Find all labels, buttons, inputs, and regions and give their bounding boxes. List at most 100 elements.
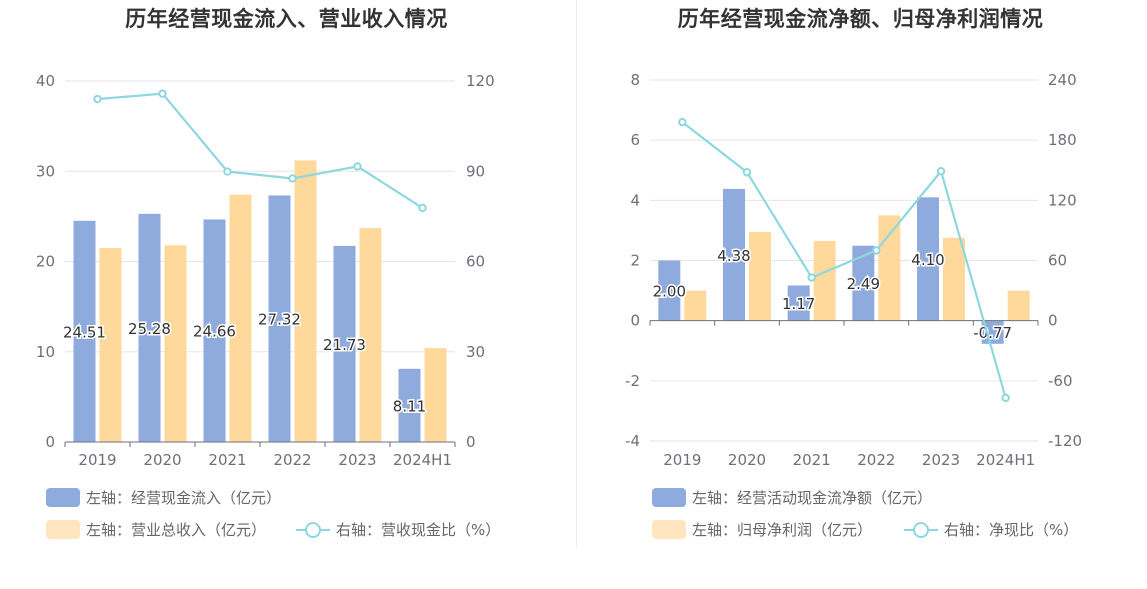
legend-swatch-blue xyxy=(46,488,80,507)
y-left-tick-label: 6 xyxy=(630,131,640,149)
bar-data-label: 24.66 xyxy=(193,323,236,341)
bar-cash-inflow xyxy=(138,213,161,442)
bar-data-label: 8.11 xyxy=(393,397,426,415)
bar-cash-inflow xyxy=(333,245,356,442)
bar-net-cash xyxy=(658,260,681,321)
legend-item-ratio[interactable]: 右轴：营收现金比（%） xyxy=(296,519,500,540)
bar-net-cash xyxy=(787,285,810,321)
y-left-tick-label: 2 xyxy=(630,252,640,270)
y-right-tick-label: 180 xyxy=(1048,131,1077,149)
bar-data-label: 2.49 xyxy=(847,275,880,293)
ratio-point xyxy=(158,89,167,98)
x-tick-label: 2021 xyxy=(793,451,831,469)
legend-swatch-blue xyxy=(652,488,686,507)
bar-cash-inflow xyxy=(73,220,96,442)
legend-item-ratio[interactable]: 右轴：净现比（%） xyxy=(904,519,1078,540)
x-tick-label: 2021 xyxy=(208,451,246,469)
legend-label: 左轴：营业总收入（亿元） xyxy=(86,521,267,539)
bar-revenue xyxy=(164,245,187,442)
ratio-point xyxy=(353,162,362,171)
ratio-point xyxy=(936,167,946,176)
ratio-point xyxy=(872,246,881,255)
y-left-tick-label: -4 xyxy=(625,432,640,450)
bar-revenue xyxy=(229,194,252,442)
x-tick-label: 2019 xyxy=(663,451,701,469)
x-tick-label: 2023 xyxy=(338,451,376,469)
bar-net-profit xyxy=(749,231,771,321)
legend-label: 左轴：经营活动现金流净额（亿元） xyxy=(692,489,933,507)
legend-swatch-yellow xyxy=(46,520,80,539)
legend-item-net-profit[interactable]: 左轴：归母净利润（亿元） xyxy=(652,519,872,540)
y-right-tick-label: -60 xyxy=(1048,372,1073,390)
bar-revenue xyxy=(99,247,122,442)
ratio-point xyxy=(678,117,687,127)
bar-net-cash xyxy=(723,188,745,321)
ratio-point xyxy=(807,273,816,282)
bar-data-label: 21.73 xyxy=(323,336,366,354)
y-right-tick-label: 120 xyxy=(1048,191,1077,209)
bar-net-profit xyxy=(878,215,901,321)
bar-data-label: 4.10 xyxy=(911,251,944,269)
ratio-line xyxy=(681,121,1007,399)
bar-net-profit xyxy=(684,290,707,321)
y-left-tick-label: 0 xyxy=(45,433,55,451)
y-right-tick-label: 0 xyxy=(466,433,476,451)
bar-net-profit xyxy=(943,237,965,321)
bar-cash-inflow xyxy=(398,368,421,442)
legend-item-revenue[interactable]: 左轴：营业总收入（亿元） xyxy=(46,519,266,540)
ratio-point xyxy=(418,203,427,213)
y-left-tick-label: 20 xyxy=(36,253,55,271)
chart-cashflow-revenue: 0 0 10 30 20 60 30 90 40 120 2019 2020 2021 2022 2023 2… xyxy=(36,72,495,469)
bar-cash-inflow xyxy=(203,219,226,442)
legend-label: 左轴：经营现金流入（亿元） xyxy=(86,489,282,507)
ratio-point xyxy=(93,94,102,104)
legend-line-marker-icon xyxy=(296,520,330,539)
x-tick-label: 2023 xyxy=(922,451,960,469)
legend-item-cash-inflow[interactable]: 左轴：经营现金流入（亿元） xyxy=(46,487,281,508)
ratio-point xyxy=(742,168,752,177)
y-left-tick-label: 0 xyxy=(630,312,640,330)
bar-net-cash xyxy=(917,197,939,321)
chart-panel-netcash-profit: 历年经营现金流净额、归母净利润情况 -4 -120 -2 -60 0 0 2 60 4 120 6 1… xyxy=(574,0,1147,589)
bar-data-label: 2.00 xyxy=(653,283,686,301)
x-tick-label: 2020 xyxy=(728,451,766,469)
y-right-tick-label: 0 xyxy=(1048,312,1058,330)
y-left-tick-label: 10 xyxy=(36,343,55,361)
bar-data-label: 24.51 xyxy=(63,323,106,341)
bar-revenue xyxy=(424,348,447,442)
chart-netcash-profit: -4 -120 -2 -60 0 0 2 60 4 120 6 180 8 240 2019 2020 2021… xyxy=(625,71,1082,469)
bar-net-profit xyxy=(1007,290,1030,321)
y-right-tick-label: 120 xyxy=(466,72,495,90)
y-right-tick-label: 90 xyxy=(466,162,485,180)
y-left-tick-label: 8 xyxy=(630,71,640,89)
y-left-tick-label: 4 xyxy=(630,191,640,209)
panel-divider xyxy=(576,0,577,548)
chart-title: 历年经营现金流净额、归母净利润情况 xyxy=(677,7,1044,31)
ratio-line xyxy=(97,92,424,209)
chart-title: 历年经营现金流入、营业收入情况 xyxy=(125,7,448,31)
legend-label: 右轴：净现比（%） xyxy=(944,521,1079,539)
bar-net-profit xyxy=(813,240,836,321)
y-right-tick-label: 60 xyxy=(466,253,485,271)
y-left-tick-label: 40 xyxy=(36,72,55,90)
y-left-tick-label: 30 xyxy=(36,162,55,180)
chart-panel-cashflow-revenue: 历年经营现金流入、营业收入情况 0 0 10 30 20 60 30 90 40 120 2019 2… xyxy=(0,0,573,589)
y-right-tick-label: 30 xyxy=(466,343,485,361)
legend-line-marker-icon xyxy=(904,520,938,539)
x-tick-label: 2024H1 xyxy=(393,451,452,469)
bar-data-label: 27.32 xyxy=(258,311,301,329)
legend-label: 左轴：归母净利润（亿元） xyxy=(692,521,873,539)
x-tick-label: 2020 xyxy=(143,451,181,469)
x-tick-label: 2022 xyxy=(273,451,311,469)
x-tick-label: 2022 xyxy=(857,451,895,469)
legend-swatch-yellow xyxy=(652,520,686,539)
legend-label: 右轴：营收现金比（%） xyxy=(336,521,501,539)
bar-cash-inflow xyxy=(268,195,291,442)
bar-net-cash xyxy=(852,245,875,321)
bar-data-label: -0.77 xyxy=(973,324,1012,342)
bar-net-cash xyxy=(981,320,1004,344)
legend-item-net-cash[interactable]: 左轴：经营活动现金流净额（亿元） xyxy=(652,487,932,508)
x-tick-label: 2024H1 xyxy=(976,451,1035,469)
bar-revenue xyxy=(294,160,317,443)
y-right-tick-label: 60 xyxy=(1048,252,1067,270)
